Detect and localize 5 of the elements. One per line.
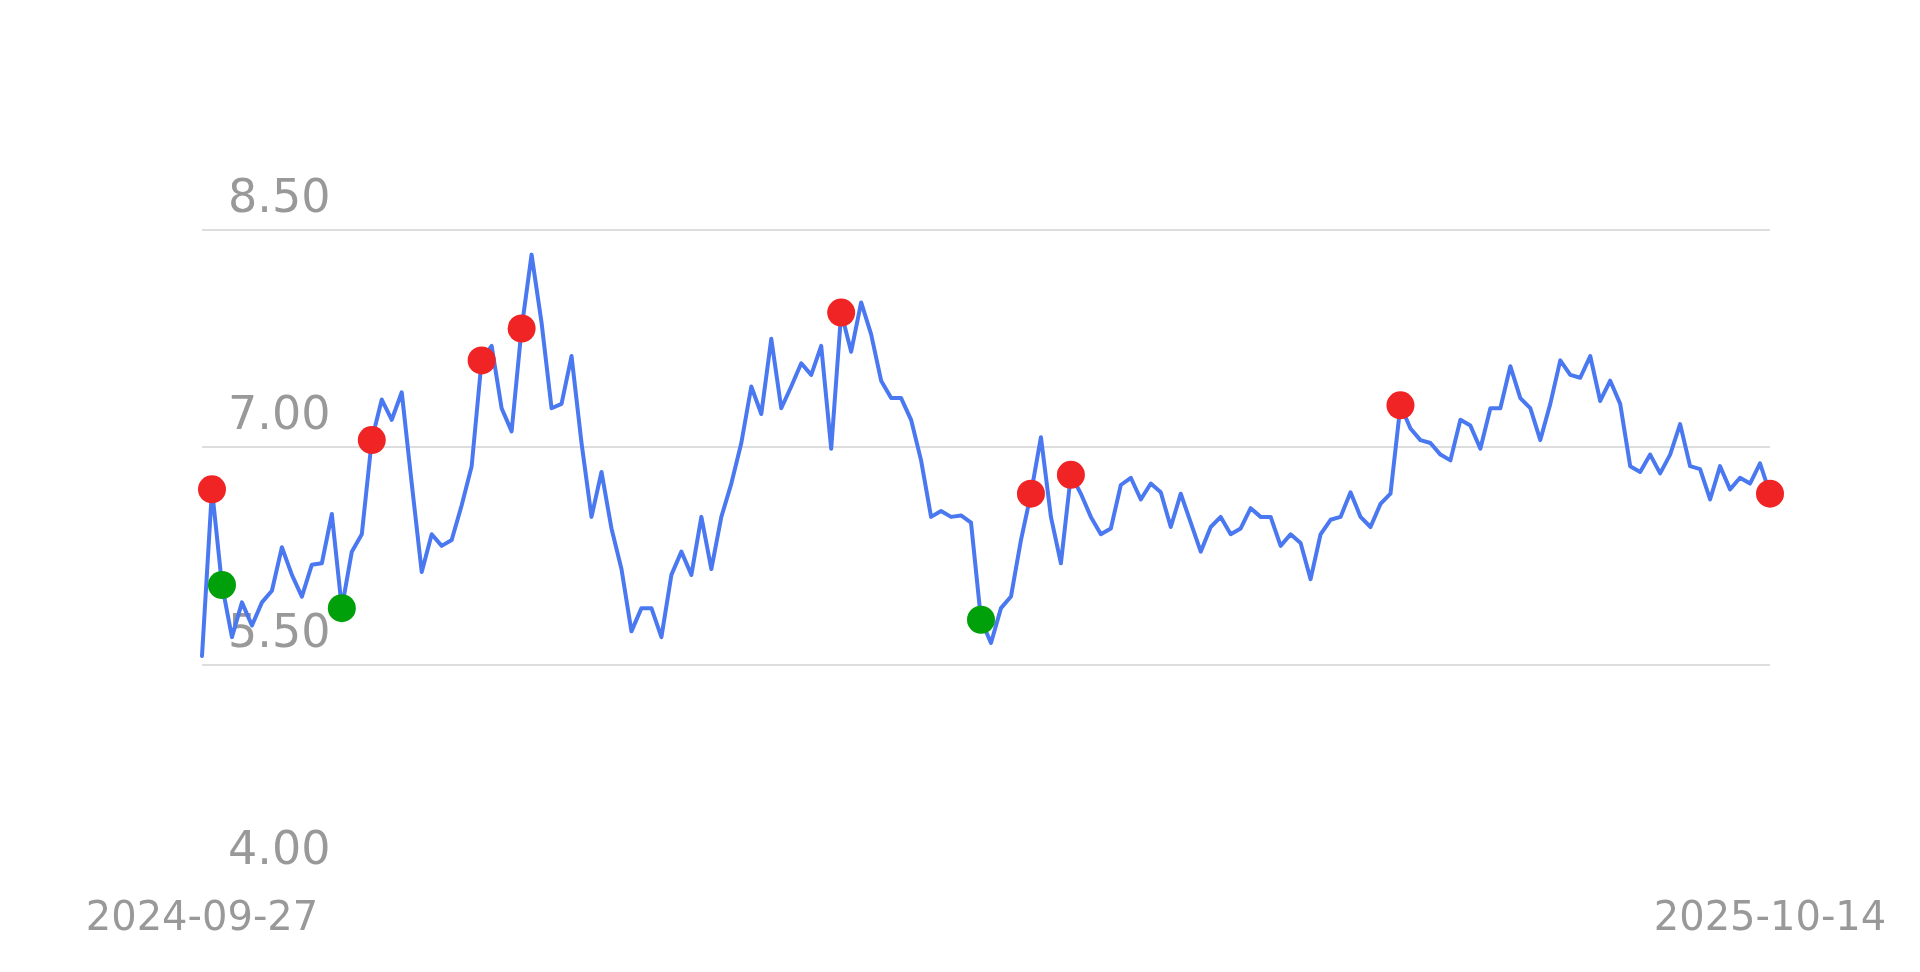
y-tick-label: 7.00	[228, 386, 331, 441]
x-tick-label: 2025-10-14	[1653, 893, 1887, 940]
x-tick-label: 2024-09-27	[85, 893, 319, 940]
y-tick-label: 8.50	[228, 168, 331, 223]
y-tick-label: 4.00	[228, 820, 331, 875]
